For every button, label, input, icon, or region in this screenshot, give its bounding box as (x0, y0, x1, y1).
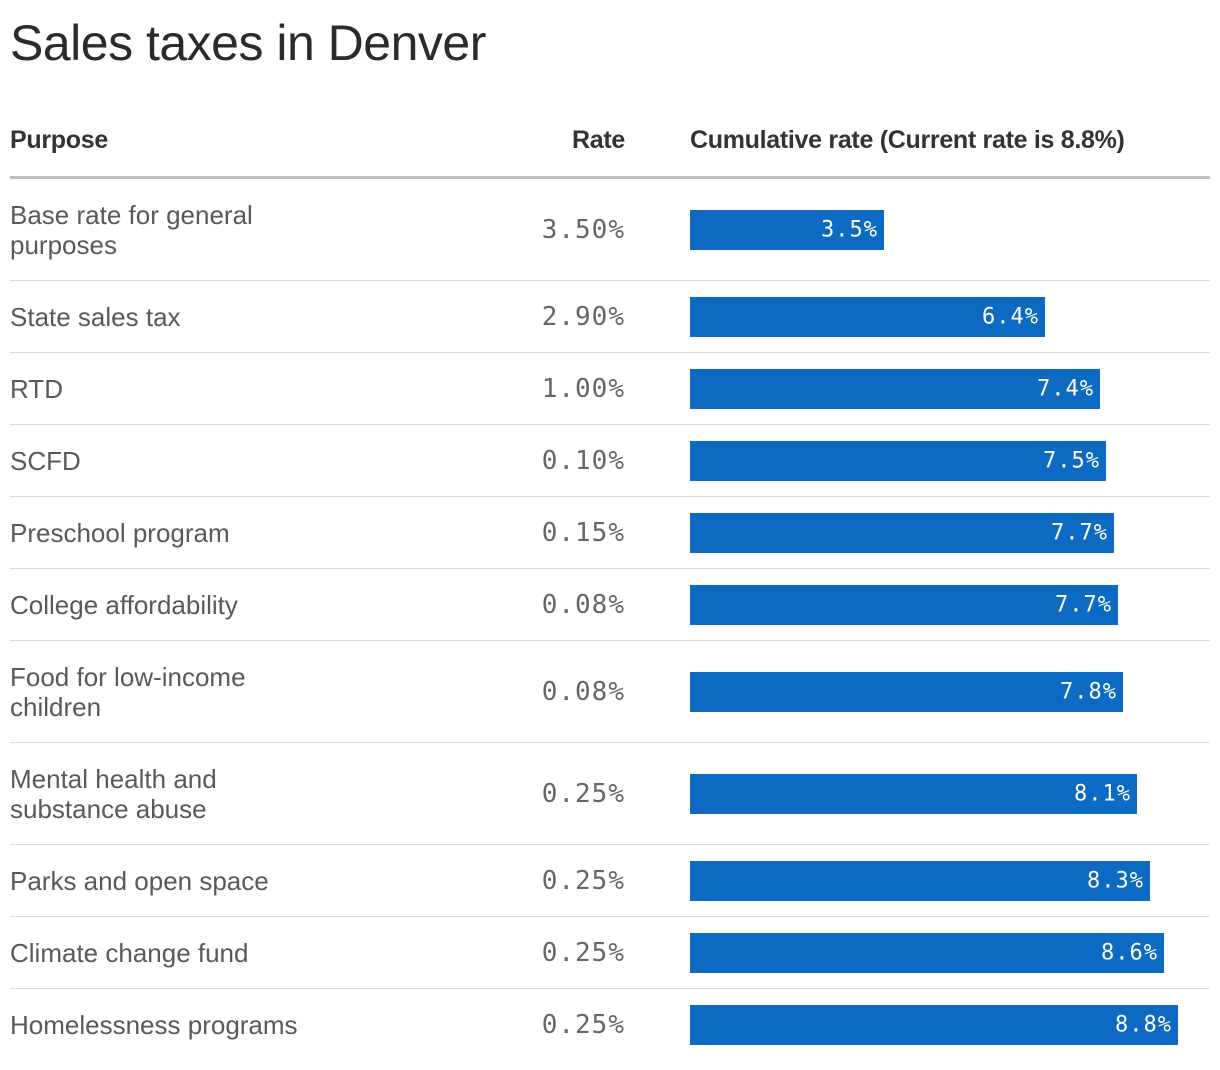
bar-value-label: 8.1% (1074, 781, 1131, 806)
bar-value-label: 7.7% (1051, 520, 1108, 545)
purpose-label: Base rate for general purposes (10, 199, 253, 260)
column-header-cumulative: Cumulative rate (Current rate is 8.8%) (690, 126, 1125, 154)
column-header-purpose: Purpose (10, 126, 108, 154)
purpose-label: Climate change fund (10, 937, 249, 968)
rate-value: 0.15% (541, 517, 625, 548)
purpose-label: Preschool program (10, 517, 230, 548)
bar-value-label: 7.5% (1043, 448, 1100, 473)
chart-title: Sales taxes in Denver (10, 15, 486, 71)
bar-value-label: 8.3% (1087, 868, 1144, 893)
cumulative-bar: 7.5% (690, 440, 1106, 481)
cumulative-bar: 7.7% (690, 584, 1118, 625)
cumulative-bar: 8.3% (690, 860, 1150, 901)
bar-value-label: 3.5% (821, 217, 878, 242)
purpose-label: Mental health and substance abuse (10, 763, 217, 824)
purpose-label: SCFD (10, 445, 81, 476)
purpose-label: Parks and open space (10, 865, 269, 896)
table-row: Food for low-income children 0.08% 7.8% (10, 641, 1210, 743)
table-row: Base rate for general purposes 3.50% 3.5% (10, 179, 1210, 281)
purpose-label: College affordability (10, 589, 238, 620)
cumulative-bar: 8.6% (690, 932, 1164, 973)
cumulative-bar: 7.4% (690, 368, 1100, 409)
table-row: SCFD 0.10% 7.5% (10, 425, 1210, 497)
purpose-label: Food for low-income children (10, 661, 246, 722)
rate-value: 0.25% (541, 937, 625, 968)
table-row: Homelessness programs 0.25% 8.8% (10, 989, 1210, 1061)
table-body: Base rate for general purposes 3.50% 3.5% S… (10, 179, 1210, 1061)
purpose-label: State sales tax (10, 301, 181, 332)
bar-value-label: 7.8% (1060, 679, 1117, 704)
rate-value: 0.25% (541, 865, 625, 896)
rate-value: 2.90% (541, 301, 625, 332)
cumulative-bar: 8.1% (690, 773, 1137, 814)
purpose-label: Homelessness programs (10, 1010, 298, 1040)
bar-value-label: 8.8% (1115, 1012, 1172, 1038)
cumulative-bar: 7.8% (690, 671, 1123, 712)
cumulative-bar: 7.7% (690, 512, 1114, 553)
table-row: College affordability 0.08% 7.7% (10, 569, 1210, 641)
rate-value: 1.00% (541, 373, 625, 404)
bar-value-label: 7.7% (1055, 592, 1112, 617)
rate-value: 0.10% (541, 445, 625, 476)
table-row: RTD 1.00% 7.4% (10, 353, 1210, 425)
table-row: Parks and open space 0.25% 8.3% (10, 845, 1210, 917)
cumulative-bar: 6.4% (690, 296, 1045, 337)
bar-value-label: 6.4% (982, 304, 1039, 329)
rate-value: 0.08% (541, 676, 625, 707)
rate-value: 3.50% (541, 214, 625, 245)
table-row: State sales tax 2.90% 6.4% (10, 281, 1210, 353)
column-header-rate: Rate (572, 126, 625, 154)
table-header: Purpose Rate Cumulative rate (Current ra… (10, 126, 1210, 178)
rate-value: 0.25% (541, 1010, 625, 1040)
table-row: Climate change fund 0.25% 8.6% (10, 917, 1210, 989)
bar-value-label: 7.4% (1037, 376, 1094, 401)
cumulative-bar: 3.5% (690, 209, 884, 250)
cumulative-bar: 8.8% (690, 1005, 1178, 1045)
rate-value: 0.25% (541, 778, 625, 809)
table-row: Preschool program 0.15% 7.7% (10, 497, 1210, 569)
rate-value: 0.08% (541, 589, 625, 620)
bar-value-label: 8.6% (1101, 940, 1158, 965)
table-row: Mental health and substance abuse 0.25% 8.… (10, 743, 1210, 845)
purpose-label: RTD (10, 373, 63, 404)
header-divider (10, 176, 1210, 179)
